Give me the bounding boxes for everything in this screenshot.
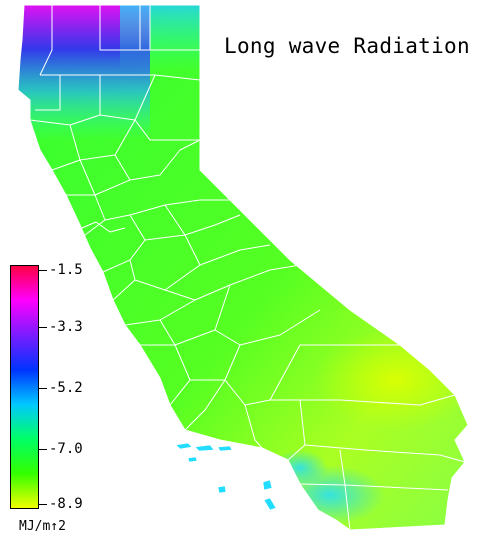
legend-tick [39,504,47,505]
legend-tick-label: -1.5 [49,262,83,278]
legend-tick [39,327,47,328]
legend-tick [39,388,47,389]
legend-tick [39,449,47,450]
legend-units: MJ/m↑2 [19,519,66,534]
legend-tick-label: -5.2 [49,380,83,396]
legend-tick-label: -8.9 [49,496,83,512]
county-boundaries [17,4,469,531]
color-scale-bar [10,265,39,509]
legend-tick [39,270,47,271]
legend-tick-label: -3.3 [49,319,83,335]
channel-islands [175,442,277,511]
legend-tick-label: -7.0 [49,441,83,457]
map-title: Long wave Radiation [224,34,470,58]
state-shape [18,5,468,530]
